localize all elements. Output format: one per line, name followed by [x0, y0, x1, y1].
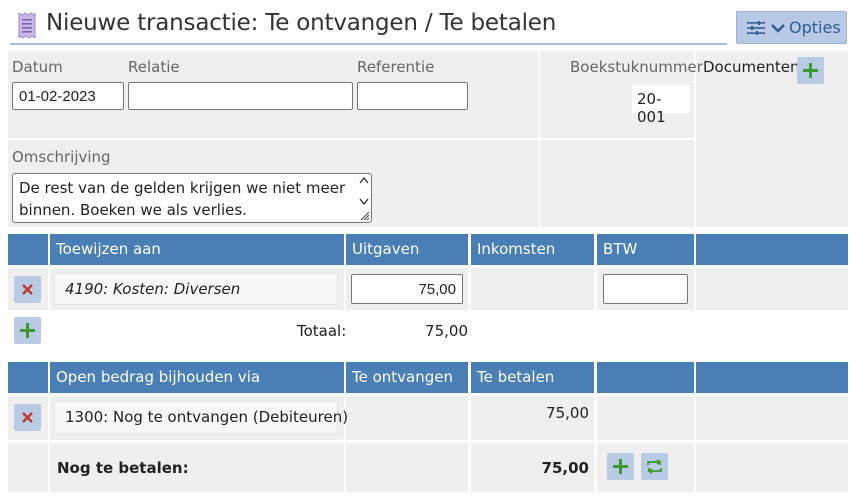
description-text: De rest van de gelden krijgen we niet me…	[19, 179, 346, 219]
open-header-payable: Te betalen	[471, 362, 594, 393]
description-textarea[interactable]: De rest van de gelden krijgen we niet me…	[12, 173, 372, 223]
open-header-receivable: Te ontvangen	[346, 362, 468, 393]
receipt-icon	[18, 12, 36, 39]
add-allocation-row-button[interactable]	[14, 317, 41, 344]
delete-open-row-button[interactable]	[14, 404, 41, 431]
allocation-row-income-cell	[471, 268, 594, 310]
allocation-header-extra	[696, 234, 848, 265]
reference-field[interactable]	[357, 82, 468, 110]
scroll-down-icon[interactable]	[359, 198, 369, 206]
open-header-extra1	[597, 362, 694, 393]
chevron-down-icon	[771, 23, 785, 33]
options-button[interactable]: Opties	[736, 11, 847, 44]
open-row-payable-cell	[471, 396, 594, 440]
documents-label: Documenten	[703, 58, 800, 76]
description-side-panel	[540, 140, 694, 227]
page-title: Nieuwe transactie: Te ontvangen / Te bet…	[46, 10, 557, 36]
repeat-button[interactable]	[641, 453, 668, 480]
allocation-header-vat: BTW	[597, 234, 694, 265]
delete-x-icon	[22, 412, 33, 423]
open-header-blank	[8, 362, 48, 393]
scroll-up-icon[interactable]	[359, 176, 369, 184]
summary-payable-cell	[471, 443, 594, 492]
add-open-row-button[interactable]	[607, 453, 634, 480]
relation-label: Relatie	[128, 58, 180, 76]
reference-label: Referentie	[357, 58, 435, 76]
sliders-icon	[747, 20, 765, 35]
open-payable-value: 75,00	[546, 404, 589, 422]
summary-extra-cell	[696, 443, 848, 492]
options-label: Opties	[789, 18, 841, 37]
open-header-extra2	[696, 362, 848, 393]
plus-icon	[803, 63, 818, 78]
repeat-icon	[647, 459, 662, 474]
open-header-account: Open bedrag bijhouden via	[50, 362, 344, 393]
booknumber-label: Boekstuknummer	[570, 58, 703, 76]
summary-receivable-cell	[346, 443, 468, 492]
allocation-header-expense: Uitgaven	[346, 234, 468, 265]
plus-icon	[20, 323, 35, 338]
summary-blank-cell	[8, 443, 48, 492]
plus-icon	[613, 459, 628, 474]
description-label: Omschrijving	[12, 148, 111, 166]
allocation-row-extra-cell	[696, 268, 848, 310]
allocation-account[interactable]: 4190: Kosten: Diversen	[54, 273, 338, 305]
date-label: Datum	[12, 58, 63, 76]
summary-value: 75,00	[541, 459, 589, 477]
summary-label: Nog te betalen:	[57, 459, 189, 477]
documents-panel	[696, 51, 848, 227]
allocation-header-income: Inkomsten	[471, 234, 594, 265]
open-row-extra2-cell	[696, 396, 848, 440]
allocation-header-blank	[8, 234, 48, 265]
open-row-extra1-cell	[597, 396, 694, 440]
relation-field[interactable]	[128, 82, 353, 110]
page-header: Nieuwe transactie: Te ontvangen / Te bet…	[10, 8, 727, 45]
summary-label-cell	[50, 443, 344, 492]
resize-handle-icon[interactable]	[360, 211, 370, 221]
total-value: 75,00	[425, 322, 468, 340]
total-label: Totaal:	[297, 322, 347, 340]
add-document-button[interactable]	[797, 57, 824, 84]
booknumber-value: 20-001	[632, 85, 690, 126]
date-field[interactable]	[12, 82, 124, 110]
delete-allocation-row-button[interactable]	[14, 276, 41, 303]
open-row-receivable-cell	[346, 396, 468, 440]
open-account[interactable]: 1300: Nog te ontvangen (Debiteuren)	[54, 401, 348, 434]
delete-x-icon	[22, 284, 33, 295]
vat-field[interactable]	[603, 274, 688, 304]
expense-field[interactable]	[351, 274, 463, 304]
allocation-header-account: Toewijzen aan	[50, 234, 344, 265]
